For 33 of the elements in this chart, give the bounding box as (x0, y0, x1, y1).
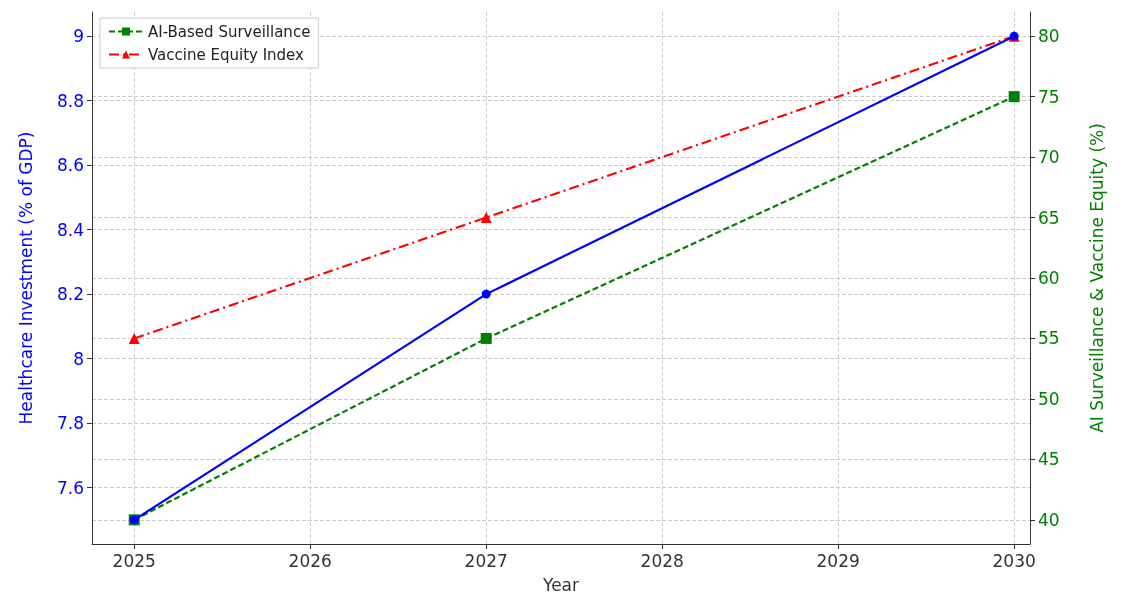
point (480, 212, 492, 224)
x-tick-label: 2029 (816, 550, 860, 571)
y-tick-label: 7.6 (56, 477, 84, 498)
x-axis-title: Year (542, 574, 579, 595)
y-tick-label: 9 (73, 26, 84, 47)
y2-tick-label: 45 (1038, 449, 1060, 470)
point (128, 332, 140, 344)
x-tick-label: 2025 (112, 550, 156, 571)
point (481, 289, 491, 299)
x-tick-label: 2026 (288, 550, 332, 571)
y-tick-label: 8.2 (56, 284, 84, 305)
y2-tick-label: 80 (1038, 26, 1060, 47)
point (1008, 91, 1020, 103)
y2-tick-label: 50 (1038, 388, 1060, 409)
y2-tick-label: 75 (1038, 86, 1060, 107)
y2-axis-title: AI Surveillance & Vaccine Equity (%) (1086, 123, 1107, 433)
y2-tick-label: 40 (1038, 509, 1060, 530)
x-tick-label: 2027 (464, 550, 508, 571)
y-tick-label: 8.4 (56, 219, 84, 240)
point (480, 332, 492, 344)
y2-tick-label: 70 (1038, 147, 1060, 168)
legend-label: Vaccine Equity Index (148, 45, 305, 64)
y-tick-label: 8 (73, 348, 84, 369)
legend-label: AI-Based Surveillance (148, 22, 311, 41)
y2-tick-label: 55 (1038, 328, 1060, 349)
y2-tick-label: 65 (1038, 207, 1060, 228)
x-tick-label: 2030 (992, 550, 1036, 571)
y-axis-title: Healthcare Investment (% of GDP) (15, 131, 36, 425)
y-tick-label: 7.8 (56, 413, 84, 434)
x-tick-label: 2028 (640, 550, 684, 571)
y-tick-label: 8.6 (56, 155, 84, 176)
y2-tick-label: 60 (1038, 268, 1060, 288)
y-tick-label: 8.8 (56, 90, 84, 111)
